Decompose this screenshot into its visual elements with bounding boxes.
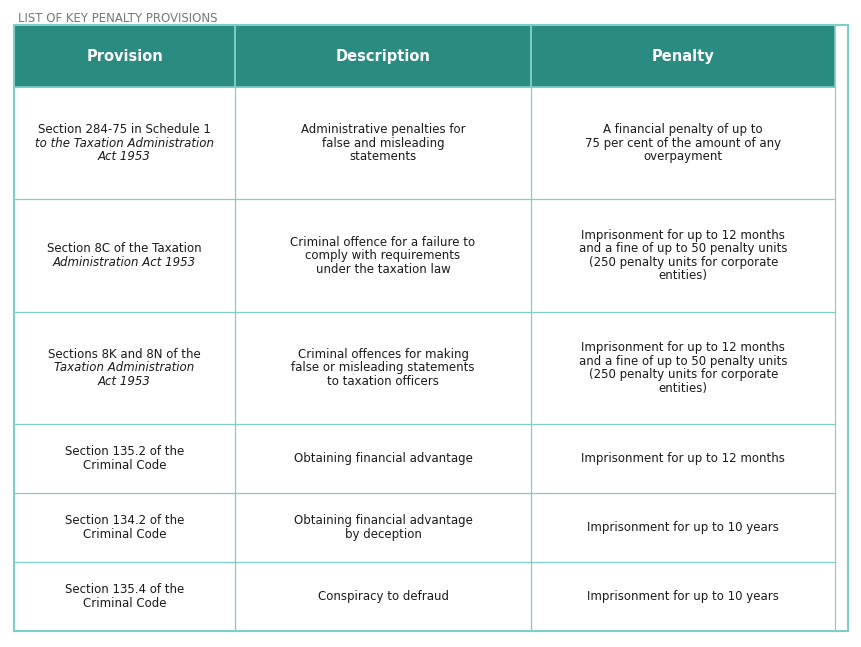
Text: Provision: Provision <box>86 49 163 63</box>
Bar <box>235 199 530 312</box>
Bar <box>530 87 834 199</box>
Bar <box>530 199 834 312</box>
Bar <box>14 493 235 562</box>
Text: Imprisonment for up to 10 years: Imprisonment for up to 10 years <box>586 590 778 603</box>
Text: Imprisonment for up to 12 months: Imprisonment for up to 12 months <box>580 341 784 354</box>
Text: LIST OF KEY PENALTY PROVISIONS: LIST OF KEY PENALTY PROVISIONS <box>18 12 217 25</box>
Bar <box>14 25 235 87</box>
Text: (250 penalty units for corporate: (250 penalty units for corporate <box>588 368 777 381</box>
Bar <box>14 312 235 424</box>
Text: Taxation Administration: Taxation Administration <box>54 361 195 375</box>
Text: and a fine of up to 50 penalty units: and a fine of up to 50 penalty units <box>579 243 787 256</box>
Bar <box>530 424 834 493</box>
Text: Section 135.4 of the: Section 135.4 of the <box>65 583 184 597</box>
Text: under the taxation law: under the taxation law <box>315 263 450 276</box>
Text: Obtaining financial advantage: Obtaining financial advantage <box>294 514 472 527</box>
Text: false and misleading: false and misleading <box>321 137 443 150</box>
Text: Imprisonment for up to 10 years: Imprisonment for up to 10 years <box>586 521 778 534</box>
Text: (250 penalty units for corporate: (250 penalty units for corporate <box>588 256 777 269</box>
Text: 75 per cent of the amount of any: 75 per cent of the amount of any <box>585 137 780 150</box>
Bar <box>14 87 235 199</box>
Bar <box>235 25 530 87</box>
Text: Description: Description <box>335 49 430 63</box>
Text: Act 1953: Act 1953 <box>98 375 151 388</box>
Text: A financial penalty of up to: A financial penalty of up to <box>603 124 762 137</box>
Bar <box>14 562 235 631</box>
Text: Act 1953: Act 1953 <box>98 150 151 163</box>
Text: Administrative penalties for: Administrative penalties for <box>300 124 465 137</box>
Bar <box>14 424 235 493</box>
Text: Criminal Code: Criminal Code <box>83 597 166 609</box>
Text: Administration Act 1953: Administration Act 1953 <box>53 256 195 269</box>
Text: Section 135.2 of the: Section 135.2 of the <box>65 445 184 458</box>
Text: and a fine of up to 50 penalty units: and a fine of up to 50 penalty units <box>579 355 787 367</box>
Text: Section 134.2 of the: Section 134.2 of the <box>65 514 184 527</box>
Text: Section 8C of the Taxation: Section 8C of the Taxation <box>47 243 201 256</box>
Text: false or misleading statements: false or misleading statements <box>291 361 474 375</box>
Text: Imprisonment for up to 12 months: Imprisonment for up to 12 months <box>580 452 784 465</box>
Text: to the Taxation Administration: to the Taxation Administration <box>35 137 214 150</box>
Text: Section 284-75 in Schedule 1: Section 284-75 in Schedule 1 <box>38 124 211 137</box>
Text: Criminal offences for making: Criminal offences for making <box>297 348 468 361</box>
Bar <box>530 312 834 424</box>
Bar <box>530 493 834 562</box>
Text: Imprisonment for up to 12 months: Imprisonment for up to 12 months <box>580 229 784 242</box>
Text: Sections 8K and 8N of the: Sections 8K and 8N of the <box>48 348 201 361</box>
Text: Criminal Code: Criminal Code <box>83 459 166 472</box>
Bar <box>235 87 530 199</box>
Text: Criminal Code: Criminal Code <box>83 528 166 541</box>
Text: Conspiracy to defraud: Conspiracy to defraud <box>317 590 448 603</box>
Bar <box>235 493 530 562</box>
Bar <box>14 199 235 312</box>
Text: Penalty: Penalty <box>651 49 714 63</box>
Bar <box>235 562 530 631</box>
Bar <box>235 312 530 424</box>
Text: entities): entities) <box>658 269 707 282</box>
Text: Criminal offence for a failure to: Criminal offence for a failure to <box>290 236 475 248</box>
Text: by deception: by deception <box>344 528 421 541</box>
Text: Obtaining financial advantage: Obtaining financial advantage <box>294 452 472 465</box>
Text: overpayment: overpayment <box>643 150 722 163</box>
Bar <box>530 25 834 87</box>
Text: to taxation officers: to taxation officers <box>326 375 438 388</box>
Text: entities): entities) <box>658 382 707 395</box>
Text: statements: statements <box>349 150 416 163</box>
Bar <box>235 424 530 493</box>
Text: comply with requirements: comply with requirements <box>305 249 460 262</box>
Bar <box>530 562 834 631</box>
